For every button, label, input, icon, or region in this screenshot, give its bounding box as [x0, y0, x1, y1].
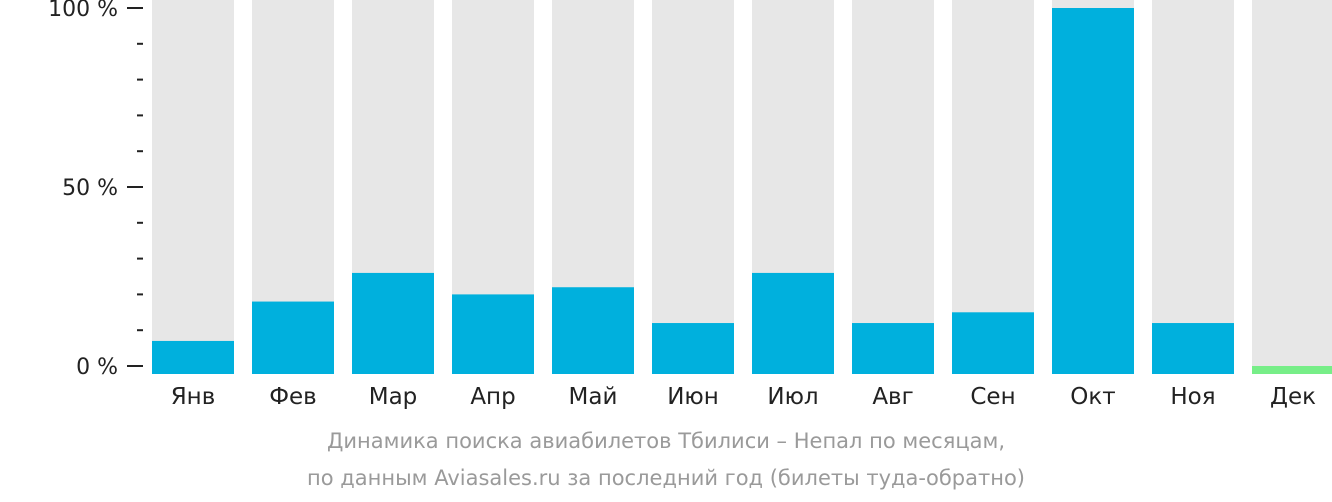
bar-9: [952, 312, 1034, 374]
x-tick-label: Июл: [767, 384, 818, 410]
bar-10: [1052, 8, 1134, 374]
x-tick-label: Дек: [1270, 384, 1316, 410]
bar-6: [652, 323, 734, 374]
x-tick-label: Окт: [1070, 384, 1115, 410]
bar-3: [352, 272, 434, 374]
x-tick-label: Авг: [872, 384, 913, 410]
bar-track: [852, 0, 934, 374]
bar-track: [1152, 0, 1234, 374]
bar-5: [552, 287, 634, 374]
bar-track: [1252, 0, 1332, 374]
x-tick-label: Мар: [369, 384, 418, 410]
x-tick-label: Сен: [970, 384, 1015, 410]
chart-title: Динамика поиска авиабилетов Тбилиси – Не…: [326, 429, 1006, 453]
bar-8: [852, 323, 934, 374]
y-tick-label: 50 %: [62, 176, 118, 201]
bar-4: [452, 294, 534, 374]
bar-track: [152, 0, 234, 374]
bar-2: [252, 301, 334, 374]
bar-track: [652, 0, 734, 374]
bar-7: [752, 272, 834, 374]
x-tick-label: Янв: [171, 384, 216, 410]
bar-11: [1152, 323, 1234, 374]
y-tick-label: 0 %: [76, 355, 118, 380]
bar-12: [1252, 366, 1332, 374]
x-tick-label: Фев: [269, 384, 317, 410]
x-tick-label: Апр: [470, 384, 515, 410]
x-tick-label: Июн: [667, 384, 719, 410]
bar-track: [952, 0, 1034, 374]
y-tick-label: 100 %: [48, 0, 118, 22]
x-tick-label: Май: [569, 384, 618, 410]
bar-chart: 0 % 50 % 100 % Янв Фев Мар Апр Май Июн Июл Авг Сен О…: [48, 0, 1332, 410]
chart-subtitle: по данным Aviasales.ru за последний год …: [307, 466, 1025, 490]
bar-1: [152, 340, 234, 374]
x-tick-label: Ноя: [1170, 384, 1215, 410]
